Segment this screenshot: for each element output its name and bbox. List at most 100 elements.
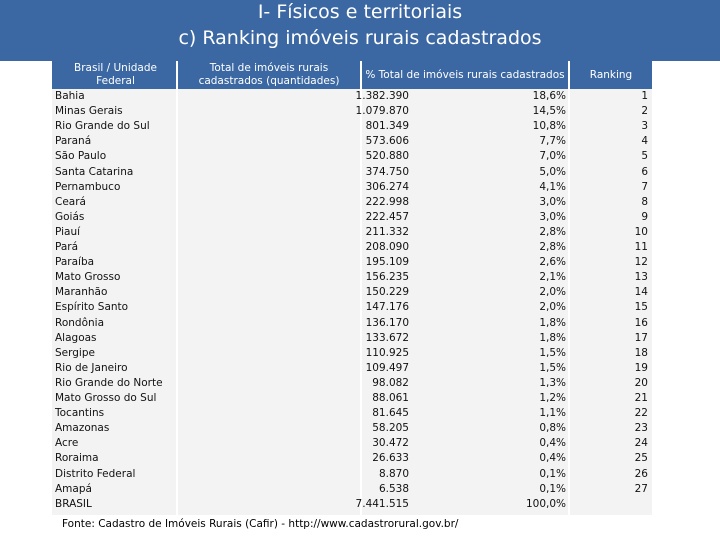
percent-cell: 18,6% (532, 90, 566, 102)
table-row: Pernambuco 306.274 4,1% 7 (52, 180, 652, 195)
state-cell: Rondônia (55, 316, 104, 329)
state-cell: Tocantins (55, 407, 105, 420)
state-cell: Pernambuco (55, 180, 121, 193)
total-cell: 98.082 (372, 376, 409, 389)
ranking-cell: 7 (641, 180, 648, 193)
ranking-cell: 25 (634, 452, 648, 465)
ranking-cell: 27 (634, 482, 648, 495)
header-state: Brasil / Unidade Federal (52, 61, 176, 89)
table-row: Pará 208.090 2,8% 11 (52, 240, 652, 255)
percent-cell: 1,3% (539, 376, 566, 389)
state-cell: Amapá (55, 482, 92, 495)
total-cell: 195.109 (365, 256, 409, 269)
percent-cell: 1,1% (539, 407, 566, 420)
percent-cell: 2,8% (539, 241, 566, 253)
percent-cell: 0,1% (539, 467, 566, 480)
total-cell: 1.079.870 (355, 105, 409, 118)
state-cell: Espírito Santo (55, 301, 129, 314)
ranking-cell: 11 (634, 241, 648, 253)
table-row: Ceará 222.998 3,0% 8 (52, 195, 652, 210)
page-title: I- Físicos e territoriais (257, 1, 463, 23)
percent-cell: 2,8% (539, 225, 566, 238)
state-cell: Pará (55, 241, 79, 253)
percent-cell: 0,4% (539, 452, 566, 465)
state-cell: Paraná (55, 135, 92, 148)
table-row: Paraná 573.606 7,7% 4 (52, 134, 652, 149)
state-cell: Alagoas (55, 331, 97, 344)
total-cell: 147.176 (365, 301, 409, 314)
ranking-cell: 6 (641, 165, 648, 178)
percent-cell: 2,6% (539, 256, 566, 269)
ranking-cell: 12 (634, 256, 648, 269)
ranking-cell: 14 (634, 286, 648, 299)
header-total: Total de imóveis rurais cadastrados (qua… (178, 61, 360, 89)
table-row: São Paulo 520.880 7,0% 5 (52, 149, 652, 164)
percent-cell: 0,1% (539, 482, 566, 495)
total-cell: 222.998 (365, 195, 409, 208)
total-cell: 211.332 (365, 225, 409, 238)
total-cell: 109.497 (365, 361, 409, 374)
state-cell: Mato Grosso (55, 271, 121, 284)
state-cell: Amazonas (55, 422, 110, 435)
percent-cell: 1,5% (539, 361, 566, 374)
table-row: Santa Catarina 374.750 5,0% 6 (52, 165, 652, 180)
state-cell: Roraima (55, 452, 99, 465)
title-banner (0, 0, 720, 61)
column-bg-ranking (570, 89, 652, 515)
total-cell: 222.457 (365, 210, 409, 223)
ranking-cell: 19 (634, 361, 648, 374)
state-cell: Rio Grande do Sul (55, 120, 150, 133)
table-row: Tocantins 81.645 1,1% 22 (52, 406, 652, 421)
percent-cell: 3,0% (539, 195, 566, 208)
percent-cell: 1,5% (539, 346, 566, 359)
state-cell: BRASIL (55, 497, 92, 510)
total-cell: 150.229 (365, 286, 409, 299)
ranking-cell: 16 (634, 316, 648, 329)
total-cell: 136.170 (365, 316, 409, 329)
table-row: Acre 30.472 0,4% 24 (52, 436, 652, 451)
ranking-cell: 2 (641, 105, 648, 118)
ranking-cell: 20 (634, 376, 648, 389)
ranking-cell: 3 (641, 120, 648, 133)
percent-cell: 4,1% (539, 180, 566, 193)
percent-cell: 2,0% (539, 301, 566, 314)
column-bg-total (178, 89, 360, 515)
state-cell: Sergipe (55, 346, 95, 359)
total-cell: 110.925 (365, 346, 409, 359)
percent-cell: 14,5% (532, 105, 566, 118)
ranking-cell: 21 (634, 392, 648, 404)
ranking-cell: 9 (641, 210, 648, 223)
percent-cell: 7,0% (539, 150, 566, 163)
state-cell: Piauí (55, 225, 81, 238)
total-cell: 26.633 (372, 452, 409, 465)
total-cell: 306.274 (365, 180, 409, 193)
percent-cell: 0,8% (539, 422, 566, 435)
ranking-cell: 15 (634, 301, 648, 314)
table-row: Espírito Santo 147.176 2,0% 15 (52, 300, 652, 315)
ranking-cell: 5 (641, 150, 648, 163)
percent-cell: 5,0% (539, 165, 566, 178)
table-row: Rio Grande do Sul 801.349 10,8% 3 (52, 119, 652, 134)
total-cell: 208.090 (365, 241, 409, 253)
ranking-cell: 8 (641, 195, 648, 208)
percent-cell: 100,0% (525, 497, 566, 510)
state-cell: Goiás (55, 210, 85, 223)
column-bg-percent (362, 89, 568, 515)
table-row: Distrito Federal 8.870 0,1% 26 (52, 467, 652, 482)
percent-cell: 1,8% (539, 331, 566, 344)
table-row: BRASIL 7.441.515 100,0% (52, 497, 652, 512)
ranking-cell: 13 (634, 271, 648, 284)
state-cell: Ceará (55, 195, 86, 208)
percent-cell: 1,2% (539, 392, 566, 404)
state-cell: Bahia (55, 90, 85, 102)
total-cell: 30.472 (372, 437, 409, 450)
state-cell: São Paulo (55, 150, 107, 163)
table-row: Minas Gerais 1.079.870 14,5% 2 (52, 104, 652, 119)
total-cell: 156.235 (365, 271, 409, 284)
ranking-cell: 10 (634, 225, 648, 238)
ranking-cell: 18 (634, 346, 648, 359)
table-row: Rondônia 136.170 1,8% 16 (52, 316, 652, 331)
total-cell: 520.880 (365, 150, 409, 163)
ranking-cell: 23 (634, 422, 648, 435)
table-row: Rio de Janeiro 109.497 1,5% 19 (52, 361, 652, 376)
